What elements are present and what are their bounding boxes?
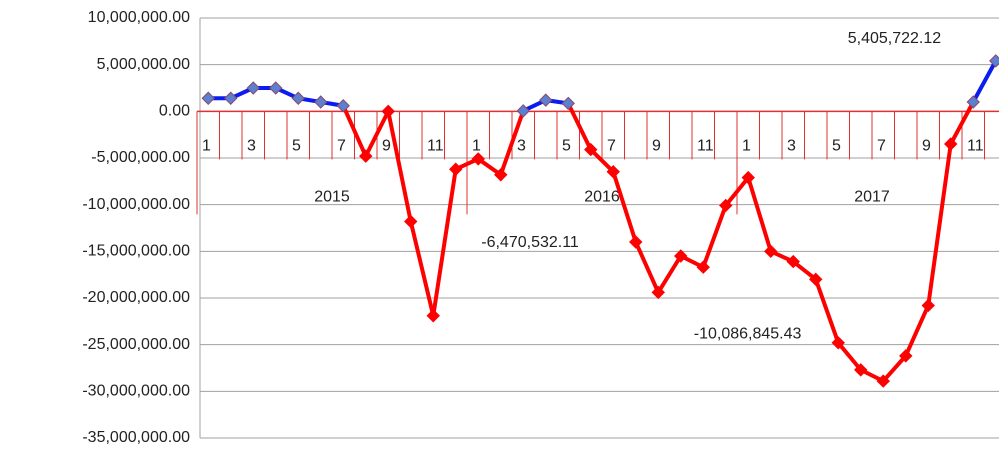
x-tick-label: 11: [967, 138, 984, 155]
data-label: 5,405,722.12: [848, 30, 942, 47]
line-segment: [948, 100, 976, 146]
marker: [561, 96, 575, 111]
x-tick-label: 11: [427, 138, 444, 155]
x-tick-label: 9: [652, 138, 661, 155]
line-segment: [813, 277, 841, 345]
line-segment: [926, 142, 953, 308]
line-segment: [588, 147, 616, 174]
marker: [944, 137, 958, 151]
y-tick-label: -5,000,000.00: [91, 149, 190, 166]
y-tick-label: -30,000,000.00: [82, 383, 190, 400]
x-tick-label: 1: [472, 138, 481, 155]
marker: [381, 104, 395, 119]
line-segment: [341, 103, 368, 159]
y-tick-label: 5,000,000.00: [97, 56, 191, 73]
line-segment: [498, 108, 526, 177]
marker: [786, 254, 800, 269]
marker: [651, 285, 665, 300]
marker: [224, 91, 238, 105]
line-segment: [386, 109, 413, 224]
x-tick-label: 1: [202, 138, 211, 155]
x-tick-label: 5: [562, 138, 571, 155]
line-segment: [836, 340, 863, 372]
y-tick-label: 0.00: [159, 103, 190, 120]
marker: [359, 149, 373, 163]
marker: [831, 336, 845, 350]
line-segment: [408, 219, 436, 318]
y-tick-label: 10,000,000.00: [88, 9, 190, 26]
marker: [426, 309, 440, 323]
x-tick-label: 7: [337, 138, 346, 155]
marker: [404, 214, 418, 229]
x-tick-label: 3: [247, 138, 256, 155]
line-segment: [971, 58, 998, 104]
line-segment: [633, 240, 661, 295]
marker: [674, 249, 688, 263]
marker: [516, 104, 530, 118]
marker: [449, 162, 463, 176]
data-label: -6,470,532.11: [481, 234, 579, 251]
marker: [606, 165, 620, 179]
line-segment: [746, 175, 773, 254]
marker: [719, 198, 733, 213]
marker: [471, 152, 485, 166]
x-tick-label: 7: [877, 138, 886, 155]
line-segment: [723, 175, 751, 208]
x-tick-label: 3: [517, 138, 526, 155]
x-group-label: 2015: [314, 189, 350, 206]
marker: [584, 142, 598, 157]
marker: [336, 99, 350, 113]
marker: [741, 170, 755, 185]
y-tick-label: -15,000,000.00: [82, 243, 190, 260]
line-segment: [701, 203, 728, 270]
x-tick-label: 5: [292, 138, 301, 155]
line-segment: [363, 109, 391, 159]
marker: [291, 91, 305, 105]
marker: [921, 298, 935, 313]
marker: [876, 374, 890, 388]
y-tick-label: -20,000,000.00: [82, 289, 190, 306]
y-tick-label: -25,000,000.00: [82, 336, 190, 353]
x-tick-label: 9: [922, 138, 931, 155]
line-segment: [566, 101, 593, 152]
x-tick-label: 1: [742, 138, 751, 155]
marker: [764, 244, 778, 259]
x-tick-label: 5: [832, 138, 841, 155]
marker: [269, 81, 283, 95]
marker: [494, 168, 508, 182]
line-segment: [903, 303, 931, 358]
marker: [854, 363, 868, 377]
y-tick-label: -10,000,000.00: [82, 196, 190, 213]
line-segment: [611, 169, 638, 244]
marker: [539, 93, 553, 107]
marker: [201, 91, 215, 105]
data-label: -10,086,845.43: [694, 326, 802, 343]
marker: [966, 95, 980, 109]
x-tick-label: 11: [697, 138, 714, 155]
marker: [696, 260, 710, 274]
marker: [314, 95, 328, 109]
x-tick-label: 7: [607, 138, 616, 155]
x-group-label: 2017: [854, 189, 890, 206]
marker: [629, 235, 643, 249]
line-segment: [656, 254, 683, 295]
marker: [809, 272, 823, 287]
line-segment: [881, 353, 908, 384]
x-tick-label: 3: [787, 138, 796, 155]
x-group-label: 2016: [584, 189, 620, 206]
x-tick-label: 9: [382, 138, 391, 155]
line-segment: [431, 167, 458, 318]
y-tick-label: -35,000,000.00: [82, 429, 190, 446]
marker: [899, 349, 913, 363]
marker: [246, 81, 260, 95]
marker: [989, 54, 999, 68]
